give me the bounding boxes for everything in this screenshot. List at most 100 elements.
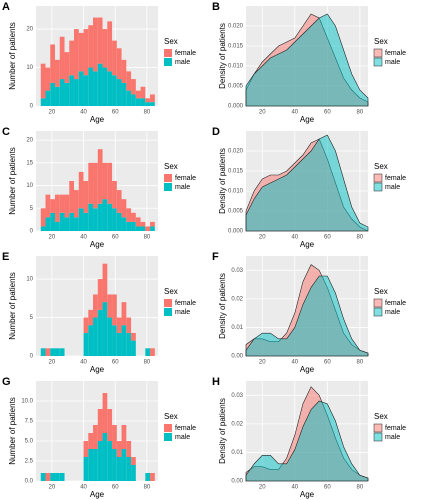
legend-title: Sex [164,412,178,421]
bar-segment [102,393,108,433]
y-tick-label: 0 [30,354,34,360]
y-tick-label: 0 [30,104,34,110]
bar-segment [64,217,70,231]
legend-label: female [385,175,406,182]
bar-segment [112,449,117,481]
legend-key [164,299,172,307]
x-tick-label: 60 [112,110,119,116]
legend-key [373,298,383,308]
legend-label: male [175,434,190,441]
bar-segment [140,98,146,106]
legend-key [164,308,172,316]
bar-segment [150,94,155,103]
bar-segment [112,75,117,106]
bar-segment [102,29,108,68]
legend-label: female [385,300,406,307]
bar-segment [150,102,155,106]
x-tick-label: 80 [357,110,364,116]
bar-segment [107,409,113,441]
bar-segment [69,212,75,231]
bar-segment [40,348,46,356]
bar-segment [112,325,117,356]
y-axis-title: Number of patients [8,22,17,90]
bar-segment [102,162,108,200]
density-area [245,134,369,232]
bar-segment [74,29,79,80]
x-tick-label: 40 [80,235,87,241]
bar-segment [59,79,65,106]
x-tick-label: 60 [112,485,119,491]
bar-segment [83,441,89,457]
bar-segment [88,325,94,356]
bar-segment [45,90,51,106]
bar-segment [93,294,98,318]
bar-segment [74,217,79,231]
bar-segment [126,317,132,333]
bar-segment [78,171,84,209]
bar-segment [126,208,132,222]
y-tick-label: 10.0 [21,399,33,405]
bar-segment [88,433,94,449]
bar-segment [116,457,122,481]
bar-segment [88,25,94,68]
y-tick-label: 0.02 [231,421,243,427]
bar-segment [50,82,56,106]
bar-segment [107,203,113,231]
y-tick-label: 0.03 [231,393,243,399]
x-tick-label: 60 [112,360,119,366]
legend-label: male [175,59,190,66]
y-tick-label: 20 [26,27,33,33]
density-area [245,275,369,357]
x-tick-label: 20 [259,235,266,241]
x-tick-label: 60 [324,235,331,241]
x-axis-title: Age [300,490,315,499]
legend-label: female [385,425,406,432]
x-tick-label: 80 [144,485,151,491]
legend-key [373,432,383,442]
bar-segment [107,441,113,481]
bar-segment [121,82,127,106]
bar-segment [112,425,117,449]
bar-segment [78,32,84,72]
x-tick-label: 40 [80,485,87,491]
y-tick-label: 10 [26,277,33,283]
bar-segment [74,79,79,106]
x-tick-label: 60 [324,110,331,116]
bar-segment [112,208,117,231]
y-tick-label: 0.020 [228,149,244,155]
bar-segment [78,208,84,231]
bar-segment [126,221,132,231]
x-tick-label: 20 [259,485,266,491]
legend-label: female [175,50,196,57]
x-tick-label: 40 [291,485,298,491]
bar-segment [74,190,79,218]
legend-label: male [385,59,400,66]
bar-segment [83,212,89,231]
y-tick-label: 10 [26,65,33,71]
panel-letter: D [212,126,220,138]
x-axis-title: Age [90,365,105,374]
bar-segment [135,226,141,231]
bar-segment [102,199,108,231]
y-tick-label: 0.010 [228,64,244,70]
bar-segment [50,473,56,481]
legend-key [373,307,383,317]
bar-segment [55,59,60,87]
bar-segment [145,226,151,231]
bar-segment [50,199,56,213]
bar-segment [55,194,60,222]
bar-segment [97,441,103,481]
bar-segment [121,59,127,83]
y-tick-label: 0.005 [228,209,244,215]
legend-key [373,57,383,67]
y-tick-label: 20 [26,138,33,144]
bar-segment [121,325,127,356]
bar-segment [107,294,113,318]
x-tick-label: 80 [357,485,364,491]
x-axis-title: Age [90,490,105,499]
y-tick-label: 5 [30,206,34,212]
y-tick-label: 15 [26,160,33,166]
bar-segment [93,208,98,231]
bar-segment [83,181,89,213]
